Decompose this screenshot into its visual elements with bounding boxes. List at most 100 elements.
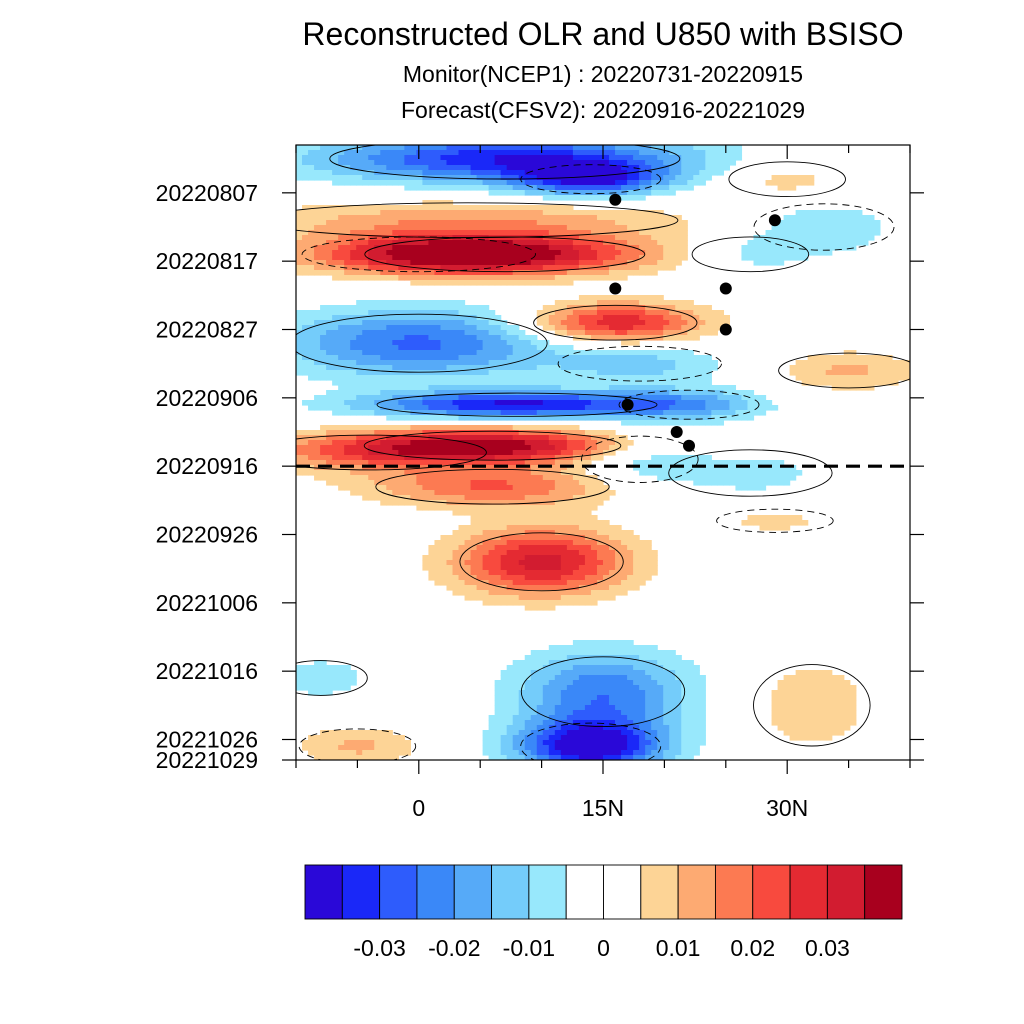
anomaly-cell <box>651 165 658 171</box>
anomaly-cell <box>380 390 387 396</box>
anomaly-cell <box>464 155 472 161</box>
anomaly-cell <box>482 275 490 281</box>
anomaly-cell <box>416 160 424 166</box>
anomaly-cell <box>332 470 339 476</box>
anomaly-cell <box>434 280 442 286</box>
anomaly-cell <box>590 375 598 381</box>
anomaly-cell <box>500 380 508 386</box>
anomaly-cell <box>512 525 520 531</box>
anomaly-cell <box>536 370 544 376</box>
anomaly-cell <box>669 475 676 481</box>
anomaly-cell <box>639 310 646 316</box>
anomaly-cell <box>392 475 399 481</box>
anomaly-cell <box>843 380 851 386</box>
anomaly-cell <box>639 220 646 226</box>
anomaly-cell <box>855 240 863 246</box>
anomaly-cell <box>536 470 544 476</box>
anomaly-cell <box>302 370 309 376</box>
anomaly-cell <box>416 185 424 191</box>
anomaly-cell <box>903 360 910 366</box>
anomaly-cell <box>536 395 544 401</box>
anomaly-cell <box>603 210 610 216</box>
anomaly-cell <box>494 400 502 406</box>
anomaly-cell <box>536 145 544 151</box>
anomaly-cell <box>488 260 496 266</box>
anomaly-cell <box>428 465 436 471</box>
anomaly-cell <box>560 555 568 561</box>
anomaly-cell <box>374 155 381 161</box>
anomaly-cell <box>615 190 622 196</box>
anomaly-cell <box>621 370 628 376</box>
anomaly-cell <box>657 355 664 361</box>
anomaly-cell <box>404 165 411 171</box>
anomaly-cell <box>524 445 532 451</box>
anomaly-cell <box>615 335 622 341</box>
anomaly-cell <box>603 165 610 171</box>
anomaly-cell <box>500 395 508 401</box>
anomaly-cell <box>548 320 556 326</box>
anomaly-cell <box>332 330 339 336</box>
anomaly-cell <box>615 185 622 191</box>
anomaly-cell <box>560 530 568 536</box>
anomaly-cell <box>789 220 797 226</box>
anomaly-cell <box>759 485 767 491</box>
anomaly-cell <box>314 430 321 436</box>
anomaly-cell <box>476 435 484 441</box>
anomaly-cell <box>452 280 460 286</box>
anomaly-cell <box>422 305 430 311</box>
anomaly-cell <box>332 440 339 446</box>
anomaly-cell <box>560 395 568 401</box>
anomaly-cell <box>296 315 303 321</box>
anomaly-cell <box>374 310 381 316</box>
anomaly-cell <box>723 400 731 406</box>
anomaly-cell <box>536 495 544 501</box>
anomaly-cell <box>410 465 417 471</box>
anomaly-cell <box>296 360 303 366</box>
anomaly-cell <box>855 210 863 216</box>
anomaly-cell <box>446 570 454 576</box>
anomaly-cell <box>332 305 339 311</box>
anomaly-cell <box>380 300 387 306</box>
anomaly-cell <box>314 330 321 336</box>
anomaly-cell <box>572 215 580 221</box>
anomaly-cell <box>536 375 544 381</box>
anomaly-cell <box>548 205 556 211</box>
anomaly-cell <box>590 580 598 586</box>
anomaly-cell <box>344 425 351 431</box>
anomaly-cell <box>458 220 466 226</box>
anomaly-cell <box>596 330 604 336</box>
anomaly-cell <box>494 560 502 566</box>
anomaly-cell <box>699 375 706 381</box>
anomaly-cell <box>849 225 857 231</box>
anomaly-cell <box>584 235 592 241</box>
anomaly-cell <box>578 410 586 416</box>
anomaly-cell <box>536 250 544 256</box>
anomaly-cell <box>470 310 478 316</box>
anomaly-cell <box>693 465 700 471</box>
anomaly-cell <box>422 350 430 356</box>
anomaly-cell <box>621 565 628 571</box>
anomaly-cell <box>344 480 351 486</box>
anomaly-cell <box>398 265 405 271</box>
anomaly-cell <box>458 395 466 401</box>
anomaly-cell <box>548 585 556 591</box>
anomaly-cell <box>506 430 514 436</box>
anomaly-cell <box>374 395 381 401</box>
anomaly-cell <box>428 245 436 251</box>
anomaly-cell <box>416 460 424 466</box>
anomaly-cell <box>338 265 345 271</box>
anomaly-cell <box>476 330 484 336</box>
anomaly-cell <box>663 380 670 386</box>
anomaly-cell <box>350 450 357 456</box>
anomaly-cell <box>512 430 520 436</box>
anomaly-cell <box>464 350 472 356</box>
anomaly-cell <box>482 425 490 431</box>
anomaly-cell <box>464 540 472 546</box>
anomaly-cell <box>771 470 779 476</box>
anomaly-cell <box>524 150 532 156</box>
anomaly-cell <box>681 465 688 471</box>
anomaly-cell <box>470 270 478 276</box>
anomaly-cell <box>554 560 562 566</box>
anomaly-cell <box>651 240 658 246</box>
anomaly-cell <box>350 465 357 471</box>
